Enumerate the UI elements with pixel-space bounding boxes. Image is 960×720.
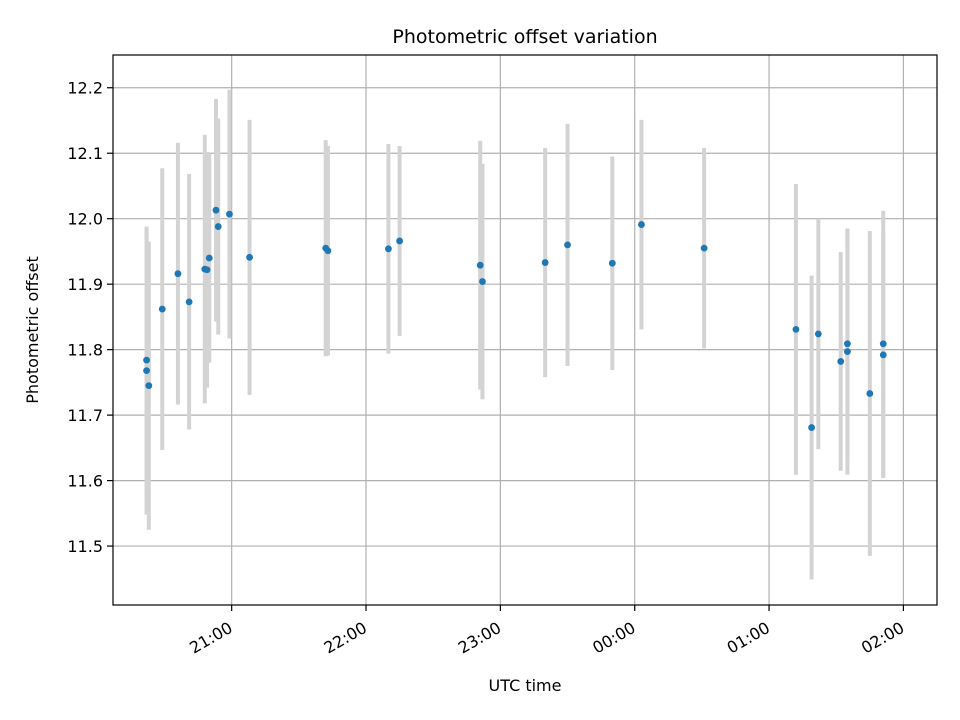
data-point: [143, 356, 150, 364]
data-point: [385, 245, 392, 253]
data-point: [203, 266, 211, 274]
data-point: [476, 261, 484, 269]
plot-frame: [112, 54, 938, 606]
data-point: [638, 221, 645, 228]
data-point: [479, 278, 486, 285]
data-point: [396, 237, 404, 245]
data-point: [608, 259, 616, 267]
data-points: [143, 206, 887, 431]
y-tick-label: 12.2: [67, 79, 103, 98]
y-axis-title: Photometric offset: [23, 256, 42, 404]
data-point: [808, 424, 816, 431]
data-point: [814, 330, 822, 338]
data-point: [246, 253, 253, 261]
data-point: [212, 206, 220, 214]
data-point: [185, 298, 193, 306]
y-tick-label: 12.1: [67, 144, 103, 163]
data-point: [792, 325, 800, 333]
data-point: [866, 390, 874, 397]
chart-title: Photometric offset variation: [392, 26, 657, 48]
data-point: [844, 348, 851, 356]
data-point: [226, 210, 233, 218]
data-point: [541, 259, 549, 266]
data-point: [324, 247, 332, 255]
data-point: [158, 305, 166, 313]
data-point: [205, 254, 213, 262]
data-point: [844, 340, 851, 348]
data-point: [145, 382, 153, 390]
data-point: [879, 340, 887, 348]
y-tick-label: 12.0: [67, 210, 103, 229]
y-tick-label: 11.9: [67, 275, 103, 294]
y-tick-label: 11.7: [67, 406, 103, 425]
data-point: [837, 358, 845, 365]
data-point: [214, 223, 222, 230]
data-point: [143, 367, 150, 374]
y-axis-ticks: 11.5 11.6 11.7 11.8 11.9 12.0 12.1 12.2: [67, 79, 113, 556]
x-axis-title: UTC time: [489, 676, 562, 695]
data-point: [564, 241, 571, 249]
y-tick-label: 11.5: [67, 537, 103, 556]
data-point: [879, 351, 887, 359]
y-tick-label: 11.8: [67, 341, 103, 360]
data-point: [700, 244, 708, 252]
y-tick-label: 11.6: [67, 472, 103, 491]
grid: [113, 55, 937, 605]
data-point: [174, 270, 182, 278]
